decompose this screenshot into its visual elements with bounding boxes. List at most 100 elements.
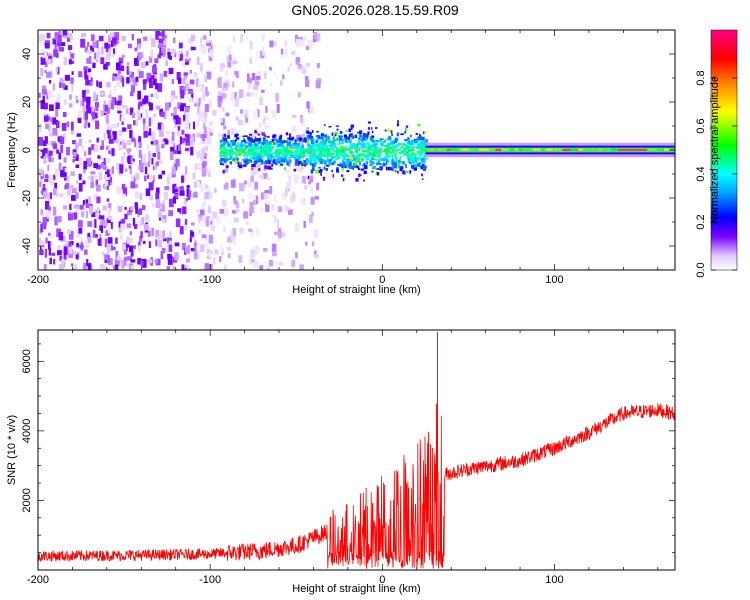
heatmap-noise-cell: [135, 76, 139, 82]
heatmap-noise-cell: [151, 157, 154, 165]
heatmap-signal-cell: [305, 139, 309, 144]
heatmap-noise-cell: [137, 241, 141, 247]
heatmap-noise-cell: [262, 46, 265, 56]
heatmap-signal-cell: [315, 169, 319, 174]
heatmap-signal-cell: [234, 160, 238, 164]
heatmap-noise-cell: [205, 219, 209, 227]
heatmap-noise-cell: [299, 264, 304, 270]
heatmap-signal-cell: [255, 143, 259, 146]
heatmap-signal-cell: [222, 150, 225, 154]
heatmap-signal-cell: [275, 145, 279, 148]
heatmap-signal-cell: [383, 156, 387, 160]
heatmap-noise-cell: [190, 34, 196, 42]
heatmap-signal-cell: [310, 137, 314, 142]
spectrogram-x-tick-label: 100: [545, 274, 563, 286]
heatmap-noise-cell: [158, 160, 163, 164]
heatmap-signal-cell: [388, 136, 392, 141]
heatmap-noise-cell: [197, 120, 200, 127]
heatmap-noise-cell: [87, 175, 92, 180]
heatmap-signal-cell: [302, 152, 304, 155]
heatmap-noise-cell: [273, 194, 277, 202]
heatmap-signal-cell: [235, 154, 238, 157]
heatmap-signal-cell: [308, 134, 311, 138]
heatmap-noise-cell: [157, 212, 163, 218]
heatmap-signal-cell: [237, 158, 239, 161]
heatmap-noise-cell: [155, 31, 161, 40]
heatmap-noise-cell: [108, 94, 111, 99]
heatmap-noise-cell: [82, 90, 86, 99]
heatmap-signal-cell: [263, 150, 267, 155]
heatmap-noise-cell: [196, 56, 200, 65]
heatmap-noise-cell: [270, 83, 273, 87]
heatmap-signal-cell: [371, 130, 374, 134]
heatmap-signal-cell: [418, 136, 422, 140]
heatmap-band-cell: [481, 148, 489, 151]
heatmap-noise-cell: [226, 46, 232, 54]
heatmap-signal-cell: [341, 164, 345, 167]
heatmap-noise-cell: [171, 166, 176, 175]
heatmap-noise-cell: [131, 112, 136, 118]
heatmap-signal-cell: [269, 156, 272, 160]
heatmap-signal-cell: [363, 179, 365, 182]
heatmap-noise-cell: [300, 198, 306, 206]
heatmap-signal-cell: [271, 139, 274, 141]
heatmap-noise-cell: [108, 35, 111, 43]
heatmap-signal-cell: [254, 138, 258, 142]
heatmap-signal-cell: [405, 145, 409, 149]
heatmap-noise-cell: [152, 153, 157, 157]
heatmap-signal-cell: [423, 141, 427, 146]
heatmap-noise-cell: [40, 209, 44, 216]
heatmap-signal-cell: [331, 169, 333, 173]
heatmap-noise-cell: [184, 221, 188, 230]
heatmap-signal-cell: [287, 152, 291, 156]
heatmap-signal-cell: [401, 143, 404, 145]
heatmap-noise-cell: [185, 166, 188, 175]
heatmap-signal-cell: [355, 159, 359, 161]
heatmap-signal-cell: [290, 152, 293, 155]
heatmap-signal-cell: [365, 133, 369, 138]
heatmap-signal-cell: [376, 172, 380, 176]
heatmap-noise-cell: [242, 109, 247, 118]
heatmap-noise-cell: [263, 70, 267, 76]
heatmap-noise-cell: [43, 156, 47, 164]
heatmap-signal-cell: [403, 151, 406, 156]
heatmap-signal-cell: [367, 143, 370, 148]
heatmap-signal-cell: [349, 156, 353, 160]
heatmap-signal-cell: [290, 154, 293, 158]
heatmap-noise-cell: [133, 176, 137, 182]
heatmap-signal-cell: [346, 140, 349, 144]
heatmap-noise-cell: [278, 228, 282, 234]
heatmap-signal-cell: [345, 160, 349, 164]
heatmap-noise-cell: [110, 222, 113, 229]
heatmap-noise-cell: [136, 68, 141, 73]
heatmap-noise-cell: [233, 200, 238, 205]
heatmap-noise-cell: [44, 61, 48, 67]
heatmap-band-cell: [553, 148, 563, 151]
heatmap-noise-cell: [221, 63, 226, 68]
heatmap-noise-cell: [250, 249, 254, 259]
heatmap-signal-cell: [363, 170, 367, 175]
heatmap-noise-cell: [190, 222, 195, 226]
heatmap-noise-cell: [130, 265, 134, 270]
heatmap-signal-cell: [421, 173, 423, 177]
heatmap-noise-cell: [169, 231, 172, 238]
heatmap-noise-cell: [186, 134, 190, 143]
heatmap-signal-cell: [246, 159, 249, 163]
heatmap-noise-cell: [119, 65, 125, 71]
heatmap-signal-cell: [268, 141, 272, 145]
heatmap-signal-cell: [291, 138, 294, 141]
heatmap-signal-cell: [375, 126, 378, 130]
heatmap-signal-cell: [393, 153, 397, 156]
heatmap-noise-cell: [101, 251, 105, 256]
heatmap-noise-cell: [254, 80, 260, 87]
heatmap-signal-cell: [237, 142, 240, 147]
heatmap-noise-cell: [276, 104, 280, 113]
heatmap-noise-cell: [45, 123, 49, 130]
heatmap-noise-cell: [215, 216, 221, 224]
heatmap-signal-cell: [400, 133, 404, 136]
heatmap-noise-cell: [53, 49, 58, 57]
heatmap-noise-cell: [77, 117, 82, 123]
heatmap-signal-cell: [377, 155, 380, 158]
heatmap-signal-cell: [347, 136, 351, 141]
heatmap-noise-cell: [193, 72, 198, 78]
